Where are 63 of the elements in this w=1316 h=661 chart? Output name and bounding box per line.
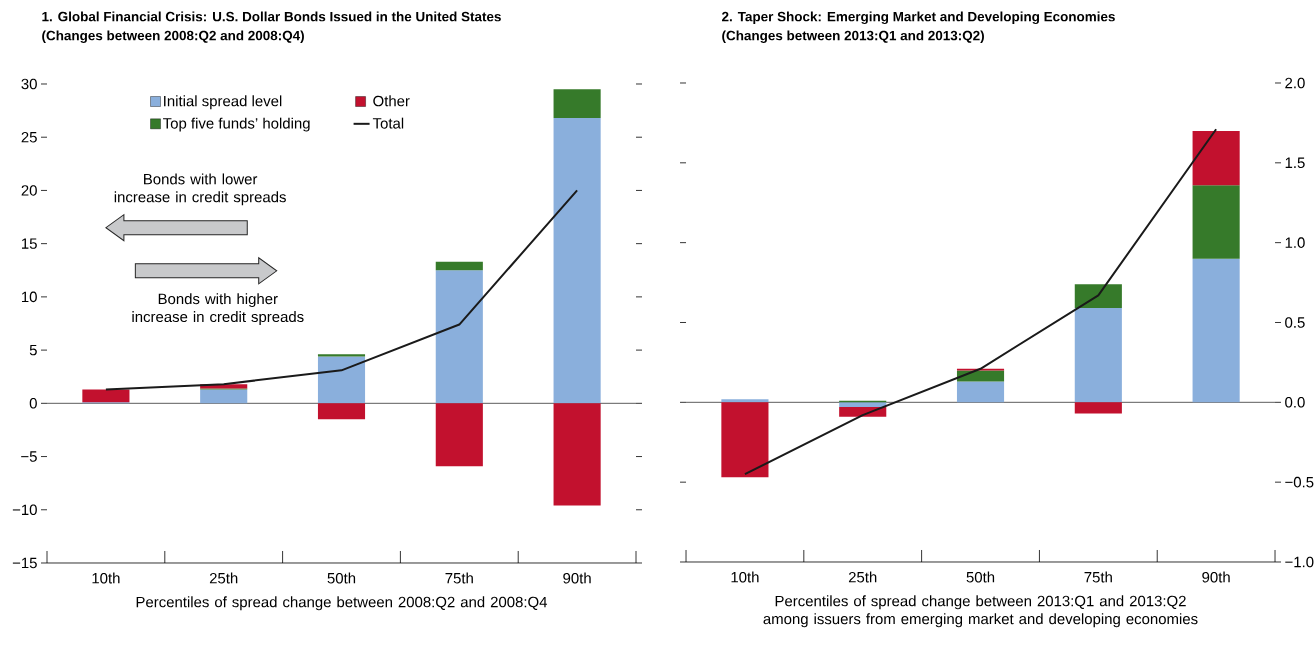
chart-subtitle: (Changes between 2013:Q1 and 2013:Q2) xyxy=(722,30,984,44)
bar xyxy=(317,356,366,404)
bar xyxy=(553,118,601,404)
y-tick-label: 30 xyxy=(21,78,37,90)
legend-label: Total xyxy=(372,117,404,129)
x-tick-label: 90th xyxy=(563,572,591,584)
chart-subtitle: (Changes between 2008:Q2 and 2008:Q4) xyxy=(42,30,304,44)
bar xyxy=(1074,284,1122,309)
x-tick-label: 10th xyxy=(731,571,759,583)
y-tick-label: −0.5 xyxy=(1285,476,1314,488)
x-axis-title: Percentiles of spread change between 2008:Q2 and 2008:Q4 xyxy=(136,596,548,611)
y-tick-label: 0.0 xyxy=(1285,397,1305,408)
y-tick-label: 0.5 xyxy=(1285,317,1305,328)
x-tick-label: 75th xyxy=(1084,571,1112,583)
y-tick-label: −15 xyxy=(12,557,37,569)
bar xyxy=(1192,185,1240,259)
x-axis-title: Percentiles of spread change between 2013:Q1 and 2013:Q2 among issuers from emerging market and developing economies xyxy=(763,595,1198,628)
bar xyxy=(956,370,1005,382)
bar xyxy=(956,381,1005,403)
chart-title: 1. Global Financial Crisis: U.S. Dollar Bonds Issued in the United States xyxy=(42,11,501,22)
bar xyxy=(200,389,248,404)
bar xyxy=(435,403,483,467)
bar xyxy=(1074,308,1122,403)
bar xyxy=(435,270,483,404)
bar xyxy=(1074,402,1122,414)
bar xyxy=(721,402,769,478)
y-tick-label: 5 xyxy=(29,344,37,356)
bar xyxy=(553,403,601,506)
bar xyxy=(721,399,769,403)
bar xyxy=(317,403,366,420)
legend-label: Top five funds’ holding xyxy=(163,117,310,132)
y-tick-label: 1.0 xyxy=(1285,237,1305,248)
y-tick-label: 10 xyxy=(22,291,37,303)
y-tick-label: −1.0 xyxy=(1285,556,1314,568)
y-tick-label: 0 xyxy=(29,398,37,409)
x-tick-label: 25th xyxy=(209,572,238,584)
x-tick-label: 25th xyxy=(848,571,877,583)
annotation: Bonds with higher increase in credit spreads xyxy=(132,293,304,326)
legend-label: Initial spread level xyxy=(164,95,282,110)
bar xyxy=(1192,130,1240,186)
x-tick-label: 75th xyxy=(445,572,473,584)
y-tick-label: 2.0 xyxy=(1285,77,1305,89)
legend-label: Other xyxy=(373,95,410,107)
x-tick-label: 90th xyxy=(1202,571,1230,583)
x-tick-label: 50th xyxy=(327,572,356,584)
y-tick-label: −5 xyxy=(21,451,37,462)
y-tick-label: 20 xyxy=(21,185,37,196)
chart-title: 2. Taper Shock: Emerging Market and Developing Economies xyxy=(722,11,1115,25)
bar xyxy=(82,389,130,403)
y-tick-label: 1.5 xyxy=(1285,157,1305,169)
bar xyxy=(839,402,887,408)
x-tick-label: 50th xyxy=(966,571,995,583)
bar xyxy=(435,261,483,271)
line-series xyxy=(104,189,579,391)
y-tick-label: −10 xyxy=(12,504,37,516)
bar xyxy=(553,89,601,119)
y-tick-label: 15 xyxy=(22,238,37,249)
annotation: Bonds with lower increase in credit spreads xyxy=(114,173,286,206)
bar xyxy=(317,354,366,357)
y-tick-label: 25 xyxy=(21,131,37,143)
bar xyxy=(1192,258,1240,403)
line-series xyxy=(743,128,1218,476)
x-tick-label: 10th xyxy=(92,572,120,584)
